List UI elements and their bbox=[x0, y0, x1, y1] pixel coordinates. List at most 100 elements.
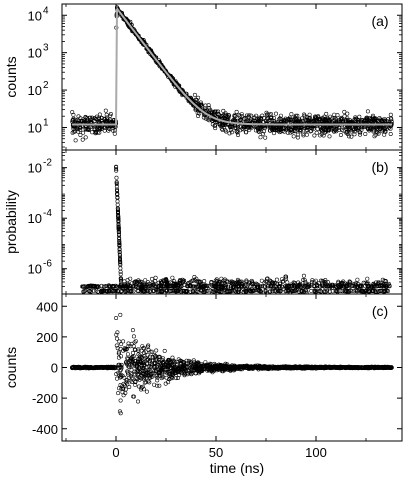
data-point bbox=[272, 127, 277, 132]
y-tick-label: 10 bbox=[28, 46, 42, 61]
data-point bbox=[260, 284, 265, 289]
data-point bbox=[180, 364, 185, 369]
data-point bbox=[139, 387, 144, 392]
data-point bbox=[117, 373, 122, 378]
data-point bbox=[118, 346, 123, 351]
data-point bbox=[133, 279, 138, 284]
data-point bbox=[259, 278, 264, 283]
data-point bbox=[82, 289, 87, 294]
data-point bbox=[244, 278, 249, 283]
data-point bbox=[255, 282, 260, 287]
y-axis-label: counts bbox=[3, 56, 19, 97]
data-point bbox=[382, 126, 387, 131]
data-point bbox=[299, 365, 304, 370]
data-point bbox=[142, 353, 147, 358]
data-point bbox=[114, 165, 119, 170]
data-point bbox=[303, 365, 308, 370]
data-point bbox=[318, 125, 323, 130]
data-point bbox=[198, 285, 203, 290]
data-point bbox=[347, 286, 352, 291]
data-point bbox=[295, 132, 300, 137]
data-point bbox=[363, 365, 368, 370]
data-point bbox=[159, 364, 164, 369]
data-point bbox=[291, 282, 296, 287]
data-point bbox=[115, 376, 120, 381]
data-point bbox=[145, 280, 150, 285]
data-point bbox=[236, 283, 241, 288]
data-point bbox=[355, 365, 360, 370]
data-point bbox=[119, 282, 124, 287]
data-point bbox=[235, 130, 240, 135]
data-point bbox=[323, 282, 328, 287]
data-point bbox=[131, 334, 136, 339]
data-point bbox=[120, 384, 125, 389]
data-point bbox=[309, 279, 314, 284]
data-point bbox=[173, 283, 178, 288]
data-point bbox=[74, 126, 79, 131]
data-point bbox=[97, 112, 102, 117]
data-point bbox=[116, 218, 121, 223]
data-point bbox=[293, 128, 298, 133]
data-point bbox=[142, 375, 147, 380]
data-point bbox=[101, 365, 106, 370]
data-point bbox=[388, 132, 393, 137]
y-tick-exponent: -4 bbox=[43, 208, 52, 219]
plot-area bbox=[70, 5, 394, 143]
data-point bbox=[144, 389, 149, 394]
data-point bbox=[119, 354, 124, 359]
data-point bbox=[118, 374, 123, 379]
data-point bbox=[202, 279, 207, 284]
data-point bbox=[153, 367, 158, 372]
data-point bbox=[301, 273, 306, 278]
data-point bbox=[186, 96, 191, 101]
data-point bbox=[135, 363, 140, 368]
data-point bbox=[263, 135, 268, 140]
data-point bbox=[133, 339, 138, 344]
data-point bbox=[104, 112, 109, 117]
data-point bbox=[131, 289, 136, 294]
data-point bbox=[359, 118, 364, 123]
data-point bbox=[247, 286, 252, 291]
data-point bbox=[156, 280, 161, 285]
data-point bbox=[101, 288, 106, 293]
data-point bbox=[301, 112, 306, 117]
data-point bbox=[365, 276, 370, 281]
data-point bbox=[238, 128, 243, 133]
data-point bbox=[149, 374, 154, 379]
data-point bbox=[146, 379, 151, 384]
data-point bbox=[224, 129, 229, 134]
data-point bbox=[287, 117, 292, 122]
data-point bbox=[244, 130, 249, 135]
panel-b: 10-210-410 -6(b)probability bbox=[3, 149, 403, 295]
data-point bbox=[215, 111, 220, 116]
data-point bbox=[192, 274, 197, 279]
data-point bbox=[132, 280, 137, 285]
data-point bbox=[220, 365, 225, 370]
data-point bbox=[143, 278, 148, 283]
data-point bbox=[117, 386, 122, 391]
data-point bbox=[273, 111, 278, 116]
data-point bbox=[116, 227, 121, 232]
data-point bbox=[116, 350, 121, 355]
data-point bbox=[345, 132, 350, 137]
plot-frame bbox=[61, 149, 403, 295]
data-point bbox=[320, 278, 325, 283]
data-point bbox=[233, 114, 238, 119]
data-point bbox=[349, 134, 354, 139]
data-point bbox=[100, 289, 105, 294]
data-point bbox=[378, 288, 383, 293]
data-point bbox=[282, 119, 287, 124]
data-point bbox=[115, 196, 120, 201]
data-point bbox=[269, 118, 274, 123]
panel-tag: (b) bbox=[371, 159, 388, 175]
data-point bbox=[332, 112, 337, 117]
data-point bbox=[124, 284, 129, 289]
data-point bbox=[291, 282, 296, 287]
data-point bbox=[181, 360, 186, 365]
data-point bbox=[286, 126, 291, 131]
data-point bbox=[304, 290, 309, 294]
data-point bbox=[365, 109, 370, 114]
data-point bbox=[136, 352, 141, 357]
data-point bbox=[256, 288, 261, 293]
data-point bbox=[271, 286, 276, 291]
